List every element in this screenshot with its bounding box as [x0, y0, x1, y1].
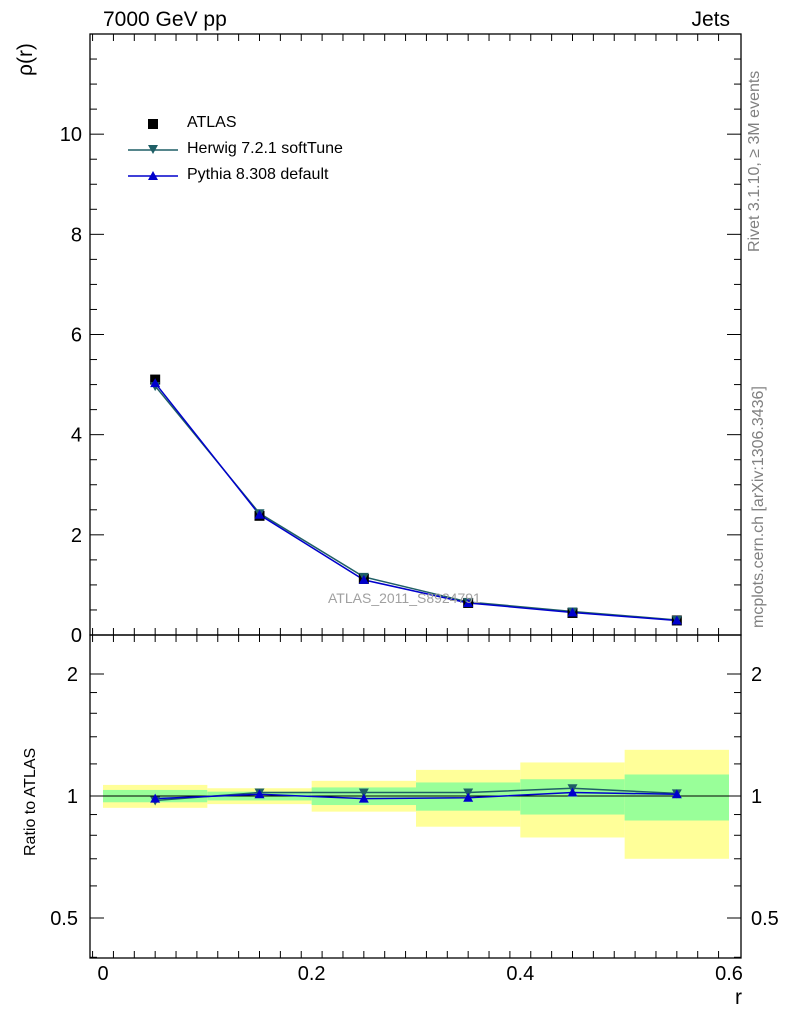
pythia-line — [154, 382, 677, 622]
legend-label: ATLAS — [187, 114, 237, 131]
y-axis-label-ratio: Ratio to ATLAS — [22, 747, 39, 856]
source-label: mcplots.cern.ch [arXiv:1306.3436] — [750, 386, 767, 628]
pythia-ratio-point — [671, 789, 682, 799]
y-tick-label: 10 — [60, 124, 82, 146]
legend-label: Herwig 7.2.1 softTune — [187, 140, 343, 157]
triangle-down-marker-icon — [128, 145, 178, 154]
x-tick-label: 0.6 — [715, 963, 743, 985]
collision-label: 7000 GeV pp — [103, 8, 227, 31]
ratio-y-tick-label: 1 — [67, 786, 78, 808]
pythia-point — [567, 607, 578, 617]
pythia-ratio-point — [567, 787, 578, 797]
x-tick-label: 0.4 — [506, 963, 534, 985]
pythia-ratio-line — [155, 791, 677, 800]
legend-item-herwig: Herwig 7.2.1 softTune — [128, 138, 428, 162]
y-axis-label-main: ρ(r) — [14, 43, 37, 76]
ratio-y-tick-label: 0.5 — [50, 908, 78, 930]
herwig-line — [154, 385, 677, 621]
process-label: Jets — [691, 8, 730, 31]
square-marker-icon — [148, 119, 158, 129]
pythia-ratio-point — [463, 792, 474, 802]
pythia-point — [358, 574, 369, 584]
rivet-version-label: Rivet 3.1.10, ≥ 3M events — [746, 70, 763, 252]
pythia-point — [150, 378, 161, 388]
pythia-point — [671, 615, 682, 625]
pythia-point — [463, 597, 474, 607]
herwig-ratio-line — [155, 787, 677, 802]
ratio-y-tick-label: 2 — [751, 664, 762, 686]
x-tick-label: 0 — [97, 963, 108, 985]
y-tick-label: 6 — [71, 325, 82, 347]
legend-item-pythia: Pythia 8.308 default — [128, 164, 428, 188]
y-tick-label: 8 — [71, 224, 82, 246]
x-tick-label: 0.2 — [298, 963, 326, 985]
legend-label: Pythia 8.308 default — [187, 166, 329, 183]
y-tick-label: 4 — [71, 425, 82, 447]
legend-item-atlas: ATLAS — [128, 112, 428, 136]
triangle-up-marker-icon — [128, 171, 178, 180]
pythia-ratio-point — [254, 789, 265, 799]
y-tick-label: 0 — [71, 625, 82, 647]
pythia-ratio-point — [358, 793, 369, 803]
pythia-point — [254, 509, 265, 519]
analysis-watermark: ATLAS_2011_S8924791 — [328, 590, 481, 606]
y-tick-label: 2 — [71, 525, 82, 547]
herwig-ratio-point — [358, 788, 369, 798]
x-axis-label: r — [735, 986, 742, 1009]
ratio-y-tick-label: 2 — [67, 664, 78, 686]
ratio-y-tick-label: 1 — [751, 786, 762, 808]
pythia-ratio-point — [150, 793, 161, 803]
ratio-y-tick-label: 0.5 — [751, 908, 779, 930]
